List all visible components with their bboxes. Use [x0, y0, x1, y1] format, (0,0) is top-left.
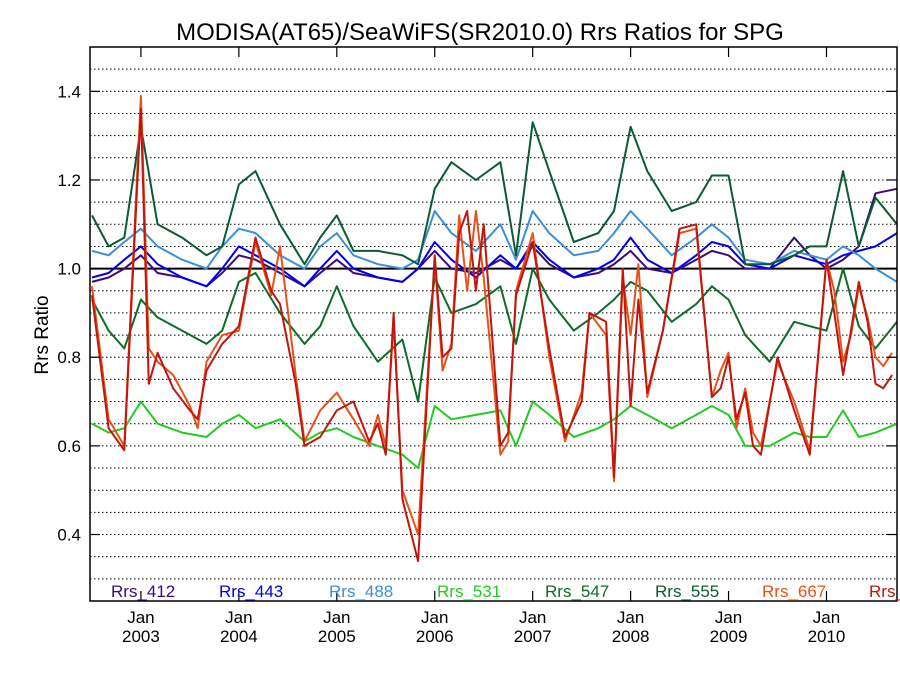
x-axis-ticks: Jan2003Jan2004Jan2005Jan2006Jan2007Jan20…	[122, 47, 845, 646]
x-tick-year: 2009	[710, 627, 748, 646]
x-tick-year: 2003	[122, 627, 160, 646]
legend-entry: Rrs_443	[219, 582, 283, 601]
x-tick-month: Jan	[323, 608, 350, 627]
series-line-rrs-531	[91, 400, 898, 469]
series-line-rrs-412	[91, 187, 898, 288]
y-tick-label: 1.2	[57, 171, 81, 190]
y-axis-label: Rrs Ratio	[32, 295, 53, 374]
legend: Rrs_412 Rrs_443 Rrs_488 Rrs_531 Rrs_547 Rrs_5…	[111, 582, 900, 601]
x-tick-month: Jan	[225, 608, 252, 627]
legend-entry: Rrs_531	[437, 582, 501, 601]
legend-entry: Rrs_678	[869, 582, 900, 601]
series-line-rrs-443	[91, 232, 898, 288]
legend-entry: Rrs_488	[329, 582, 393, 601]
legend-entry: Rrs_412	[111, 582, 175, 601]
series-line-rrs-678	[91, 108, 893, 563]
series-lines	[91, 94, 898, 563]
y-tick-label: 0.4	[57, 526, 81, 545]
x-tick-year: 2010	[808, 627, 846, 646]
series-line-rrs-547	[91, 267, 898, 403]
x-tick-month: Jan	[617, 608, 644, 627]
y-tick-label: 0.6	[57, 437, 81, 456]
gridlines	[90, 46, 897, 602]
legend-entry: Rrs_547	[545, 582, 609, 601]
x-tick-year: 2004	[220, 627, 258, 646]
x-tick-month: Jan	[127, 608, 154, 627]
x-tick-year: 2007	[514, 627, 552, 646]
series-line-rrs-555	[91, 121, 898, 266]
legend-entry: Rrs_667	[762, 582, 826, 601]
y-axis-ticks: 0.4 0.6 0.8 1.0 1.2 1.4	[57, 82, 897, 545]
legend-entry: Rrs_555	[655, 582, 719, 601]
y-tick-label: 0.8	[57, 348, 81, 367]
x-tick-month: Jan	[715, 608, 742, 627]
x-tick-month: Jan	[421, 608, 448, 627]
plot-frame	[89, 46, 898, 602]
x-tick-year: 2005	[318, 627, 356, 646]
chart-title: MODISA(AT65)/SeaWiFS(SR2010.0) Rrs Ratio…	[176, 19, 784, 46]
x-tick-month: Jan	[519, 608, 546, 627]
y-tick-label: 1.4	[57, 82, 81, 101]
x-tick-year: 2008	[612, 627, 650, 646]
y-tick-label: 1.0	[57, 260, 81, 279]
x-tick-year: 2006	[416, 627, 454, 646]
x-tick-month: Jan	[813, 608, 840, 627]
series-line-rrs-667	[91, 94, 893, 536]
